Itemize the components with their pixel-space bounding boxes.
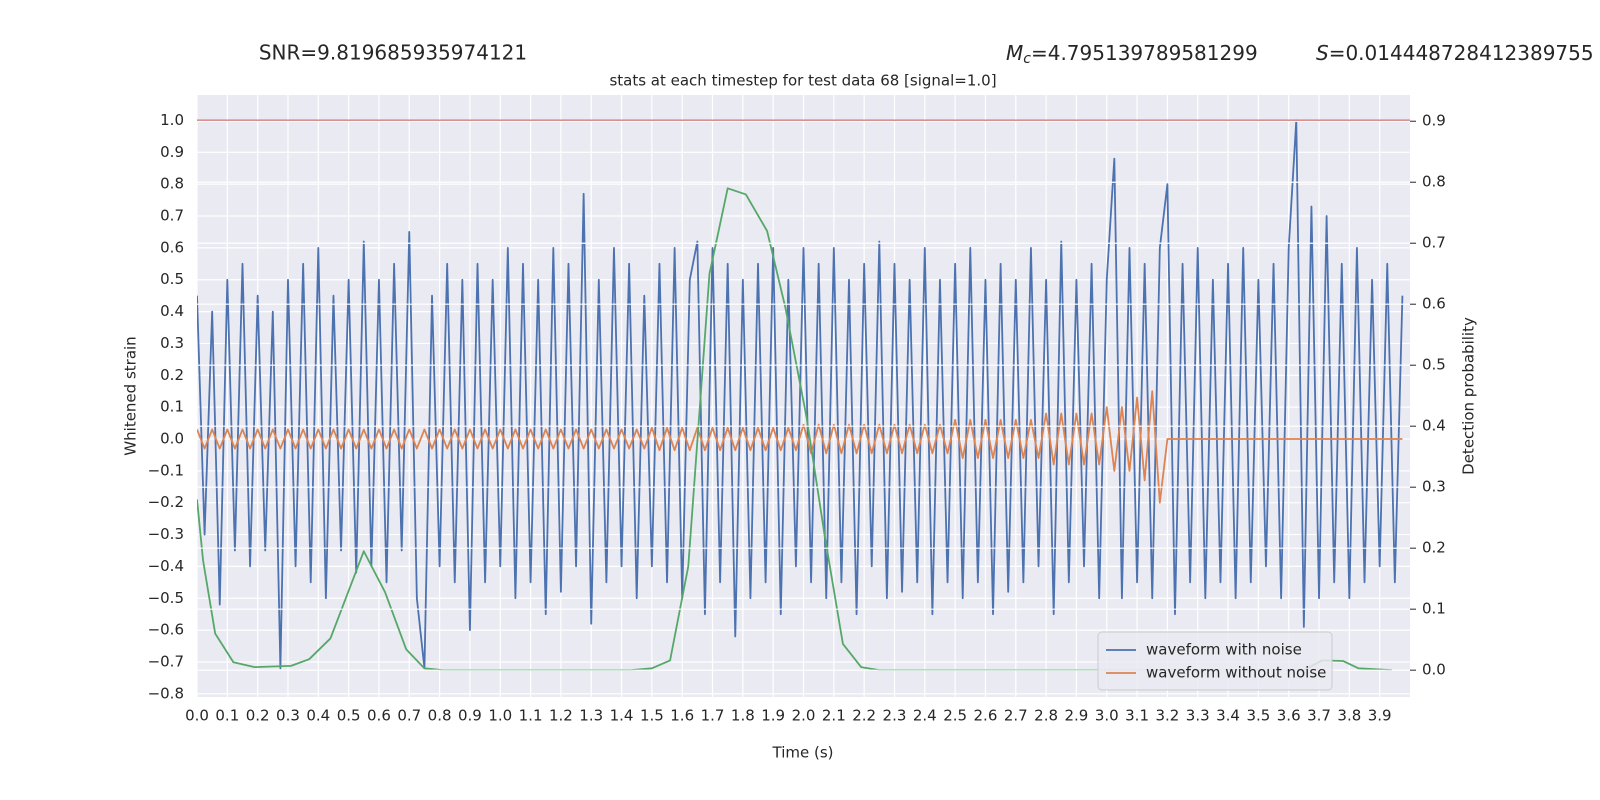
x-tick-label: 1.0 [488, 707, 512, 725]
x-tick-label: 0.4 [306, 707, 330, 725]
x-tick-label: 2.9 [1064, 707, 1088, 725]
x-tick-label: 0.2 [246, 707, 270, 725]
x-tick-label: 0.7 [397, 707, 421, 725]
x-tick-label: 3.4 [1216, 707, 1240, 725]
x-tick-label: 1.7 [701, 707, 725, 725]
y-tick-label: 0.3 [160, 334, 184, 352]
y-tick-label: 0.8 [160, 175, 184, 193]
chirp-mass-annotation: Mc=4.795139789581299 [1006, 41, 1258, 68]
y2-tick-label: 0.9 [1422, 112, 1446, 130]
y-tick-label: −0.3 [148, 525, 184, 543]
x-tick-label: 2.0 [792, 707, 816, 725]
y2-tick-label: 0.6 [1422, 295, 1446, 313]
y-tick-label: −0.8 [148, 684, 184, 702]
x-tick-label: 2.7 [1004, 707, 1028, 725]
x-tick-label: 3.6 [1277, 707, 1301, 725]
x-tick-label: 1.6 [670, 707, 694, 725]
legend-box [1097, 631, 1333, 691]
y2-tick-label: 0.8 [1422, 173, 1446, 191]
y-tick-label: 0.1 [160, 398, 184, 416]
y2-tick-label: 0.2 [1422, 539, 1446, 557]
x-tick-label: 3.3 [1186, 707, 1210, 725]
y-tick-label: 0.0 [160, 430, 184, 448]
y-tick-label: 0.2 [160, 366, 184, 384]
y-tick-label: −0.2 [148, 493, 184, 511]
y-tick-label: −0.1 [148, 461, 184, 479]
y2-tick-label: 0.7 [1422, 234, 1446, 252]
x-tick-label: 3.8 [1337, 707, 1361, 725]
legend-label: waveform without noise [1146, 664, 1326, 682]
x-tick-label: 0.3 [276, 707, 300, 725]
snr-annotation: SNR=9.819685935974121 [259, 41, 527, 65]
data-line [197, 119, 1404, 670]
legend-label: waveform with noise [1146, 641, 1302, 659]
data-line [197, 390, 1403, 504]
x-tick-label: 0.5 [337, 707, 361, 725]
x-tick-label: 2.8 [1034, 707, 1058, 725]
x-tick-label: 3.7 [1307, 707, 1331, 725]
legend: waveform with noise waveform without nois… [1097, 631, 1333, 691]
x-tick-label: 1.8 [731, 707, 755, 725]
x-tick-label: 1.2 [549, 707, 573, 725]
y-tick-label: −0.6 [148, 621, 184, 639]
x-tick-label: 0.0 [185, 707, 209, 725]
x-axis-label: Time (s) [772, 744, 834, 762]
x-tick-label: 2.1 [822, 707, 846, 725]
x-tick-label: 1.5 [640, 707, 664, 725]
x-tick-label: 3.5 [1246, 707, 1270, 725]
y-tick-label: 1.0 [160, 111, 184, 129]
x-tick-label: 0.1 [215, 707, 239, 725]
y2-tick-label: 0.1 [1422, 600, 1446, 618]
x-tick-label: 1.1 [519, 707, 543, 725]
s-annotation: S=0.014448728412389755 [1316, 41, 1594, 65]
x-tick-label: 3.9 [1368, 707, 1392, 725]
x-tick-label: 3.0 [1095, 707, 1119, 725]
x-tick-label: 2.2 [852, 707, 876, 725]
x-tick-label: 0.6 [367, 707, 391, 725]
y-tick-label: 0.7 [160, 207, 184, 225]
y-tick-label: −0.4 [148, 557, 184, 575]
y2-axis-label: Detection probability [1460, 317, 1478, 475]
x-tick-label: 0.8 [428, 707, 452, 725]
x-tick-label: 2.4 [913, 707, 937, 725]
subscript: c [1023, 51, 1031, 67]
x-tick-label: 1.9 [761, 707, 785, 725]
y-axis-label: Whitened strain [122, 336, 140, 455]
y-tick-label: −0.7 [148, 652, 184, 670]
y-tick-label: 0.4 [160, 302, 184, 320]
x-tick-label: 0.9 [458, 707, 482, 725]
symbol: S [1316, 41, 1329, 65]
y2-tick-label: 0.4 [1422, 417, 1446, 435]
y-tick-label: 0.6 [160, 238, 184, 256]
y2-tick-label: 0.0 [1422, 661, 1446, 679]
chart-title: stats at each timestep for test data 68 … [609, 72, 996, 90]
x-tick-label: 2.6 [974, 707, 998, 725]
symbol: M [1006, 41, 1023, 65]
x-tick-label: 3.2 [1155, 707, 1179, 725]
y-tick-label: 0.9 [160, 143, 184, 161]
x-tick-label: 2.5 [943, 707, 967, 725]
x-tick-label: 3.1 [1125, 707, 1149, 725]
y-tick-label: −0.5 [148, 589, 184, 607]
y2-tick-label: 0.3 [1422, 478, 1446, 496]
y2-tick-label: 0.5 [1422, 356, 1446, 374]
value: =0.014448728412389755 [1329, 41, 1594, 65]
x-tick-label: 1.4 [610, 707, 634, 725]
x-tick-label: 1.3 [579, 707, 603, 725]
y-tick-label: 0.5 [160, 270, 184, 288]
x-tick-label: 2.3 [883, 707, 907, 725]
value: =4.795139789581299 [1031, 41, 1258, 65]
